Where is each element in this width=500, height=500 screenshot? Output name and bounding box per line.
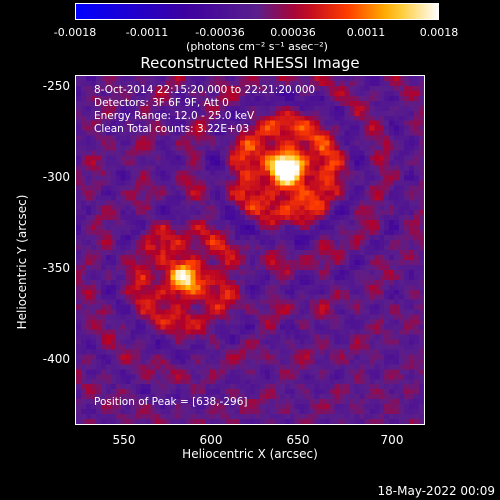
colorbar-tick: -0.0011 [125,26,169,39]
annotation-time: 8-Oct-2014 22:15:20.000 to 22:21:20.000 [94,84,316,96]
colorbar-tick: 0.0011 [346,26,386,39]
colorbar-tick: 0.0018 [419,26,459,39]
colorbar-tick: -0.0018 [53,26,97,39]
x-tick-label: 550 [112,433,136,447]
annotation-clean: Clean Total counts: 3.22E+03 [94,123,250,135]
plot-area: 8-Oct-2014 22:15:20.000 to 22:21:20.000 … [75,75,425,425]
annotation-detectors: Detectors: 3F 6F 9F, Att 0 [94,97,229,109]
y-tick-label: -250 [42,79,70,93]
x-tick-label: 650 [286,433,310,447]
annotation-energy: Energy Range: 12.0 - 25.0 keV [94,110,255,122]
colorbar-tick: -0.00036 [195,26,245,39]
y-tick-label: -300 [42,170,70,184]
colorbar-tick: 0.00036 [270,26,316,39]
y-tick-label: -350 [42,261,70,275]
x-tick-label: 600 [199,433,223,447]
x-tick-label: 700 [380,433,404,447]
y-axis-label: Heliocentric Y (arcsec) [15,194,29,330]
chart-title: Reconstructed RHESSI Image [140,54,360,72]
heatmap-image [76,76,424,424]
timestamp: 18-May-2022 00:09 [377,484,495,498]
colorbar-unit: (photons cm⁻² s⁻¹ asec⁻²) [186,40,328,53]
annotation-peak: Position of Peak = [638,-296] [94,396,248,408]
y-tick-label: -400 [42,352,70,366]
x-axis-label: Heliocentric X (arcsec) [182,447,318,461]
colorbar [75,3,439,20]
